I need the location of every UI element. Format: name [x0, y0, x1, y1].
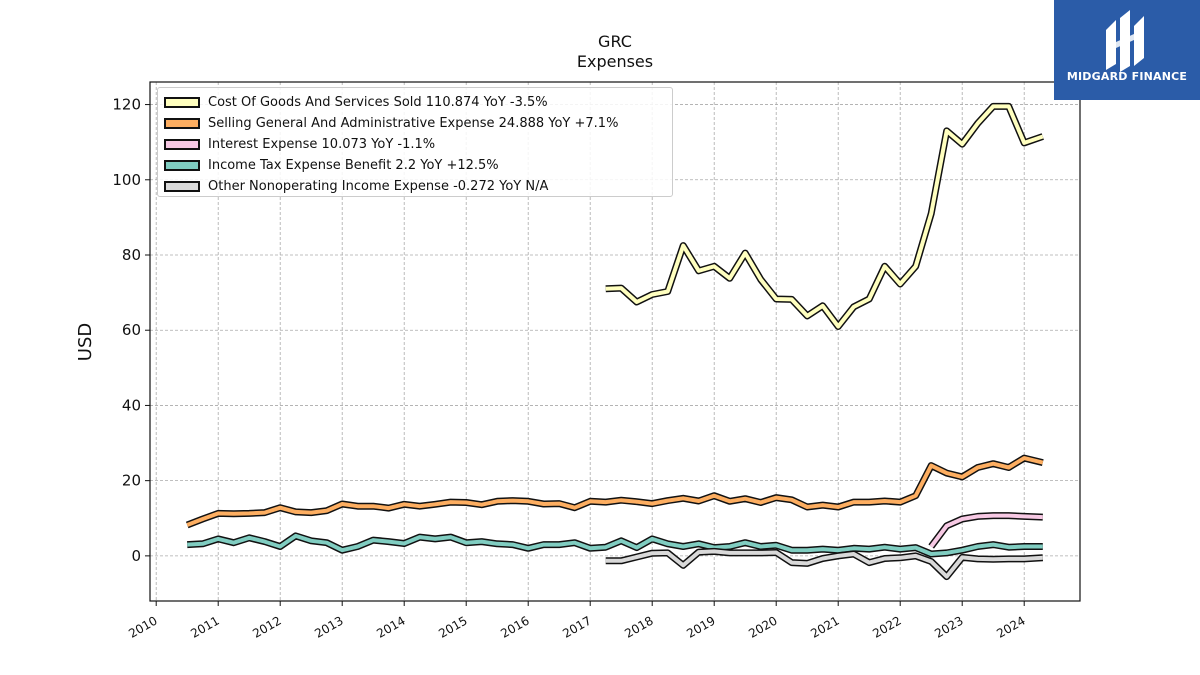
series-5	[605, 547, 1044, 581]
legend-item: Other Nonoperating Income Expense -0.272…	[158, 176, 672, 197]
x-tick-label: 2013	[312, 613, 345, 640]
series-4	[187, 532, 1043, 558]
legend-item: Cost Of Goods And Services Sold 110.874 …	[158, 92, 672, 113]
x-tick-label: 2024	[994, 613, 1027, 640]
x-tick-label: 2020	[746, 613, 779, 640]
y-tick-label: 80	[122, 246, 141, 264]
series-line	[605, 104, 1044, 329]
legend-label: Other Nonoperating Income Expense -0.272…	[208, 179, 549, 194]
series-2	[185, 454, 1044, 529]
legend-label: Income Tax Expense Benefit 2.2 YoY +12.5…	[208, 158, 499, 173]
midgard-logo-icon	[1106, 10, 1144, 72]
chart-title: GRC	[598, 32, 632, 51]
x-tick-label: 2023	[932, 613, 965, 640]
series-line	[186, 456, 1044, 527]
legend-swatch	[164, 160, 200, 171]
legend-item: Interest Expense 10.073 YoY -1.1%	[158, 134, 672, 155]
grid	[150, 82, 1080, 601]
y-tick-label: 20	[122, 472, 141, 490]
logo-text: MIDGARD FINANCE	[1066, 70, 1188, 83]
x-tick-label: 2022	[870, 613, 903, 640]
series-lines	[185, 102, 1044, 581]
legend-item: Income Tax Expense Benefit 2.2 YoY +12.5…	[158, 155, 672, 176]
midgard-finance-logo: MIDGARD FINANCE	[1054, 0, 1200, 100]
x-tick-label: 2011	[188, 613, 221, 640]
y-tick-label: 100	[112, 171, 141, 189]
x-tick-label: 2016	[498, 613, 531, 640]
series-line	[187, 533, 1043, 556]
series-line	[929, 513, 1043, 548]
legend-swatch	[164, 139, 200, 150]
y-axis-label: USD	[75, 323, 96, 361]
legend-swatch	[164, 97, 200, 108]
legend: Cost Of Goods And Services Sold 110.874 …	[157, 87, 673, 197]
chart-subtitle: Expenses	[577, 52, 653, 71]
x-tick-label: 2018	[622, 613, 655, 640]
x-tick-label: 2015	[436, 613, 469, 640]
series-1	[605, 102, 1044, 330]
plot-frame	[149, 81, 1081, 602]
y-tick-label: 120	[112, 96, 141, 114]
series-3	[928, 512, 1043, 549]
y-tick-label: 60	[122, 321, 141, 339]
legend-label: Cost Of Goods And Services Sold 110.874 …	[208, 95, 548, 110]
legend-swatch	[164, 181, 200, 192]
legend-label: Interest Expense 10.073 YoY -1.1%	[208, 137, 436, 152]
x-tick-label: 2019	[684, 613, 717, 640]
x-tick-label: 2021	[808, 613, 841, 640]
y-tick-label: 0	[131, 547, 141, 565]
x-tick-label: 2010	[126, 613, 159, 640]
y-tick-label: 40	[122, 396, 141, 414]
series-line	[605, 549, 1043, 579]
series-line-outline	[185, 454, 1044, 529]
x-tick-label: 2017	[560, 613, 593, 640]
legend-swatch	[164, 118, 200, 129]
x-tick-label: 2012	[250, 613, 283, 640]
legend-item: Selling General And Administrative Expen…	[158, 113, 672, 134]
x-tick-label: 2014	[374, 613, 407, 640]
legend-label: Selling General And Administrative Expen…	[208, 116, 619, 131]
